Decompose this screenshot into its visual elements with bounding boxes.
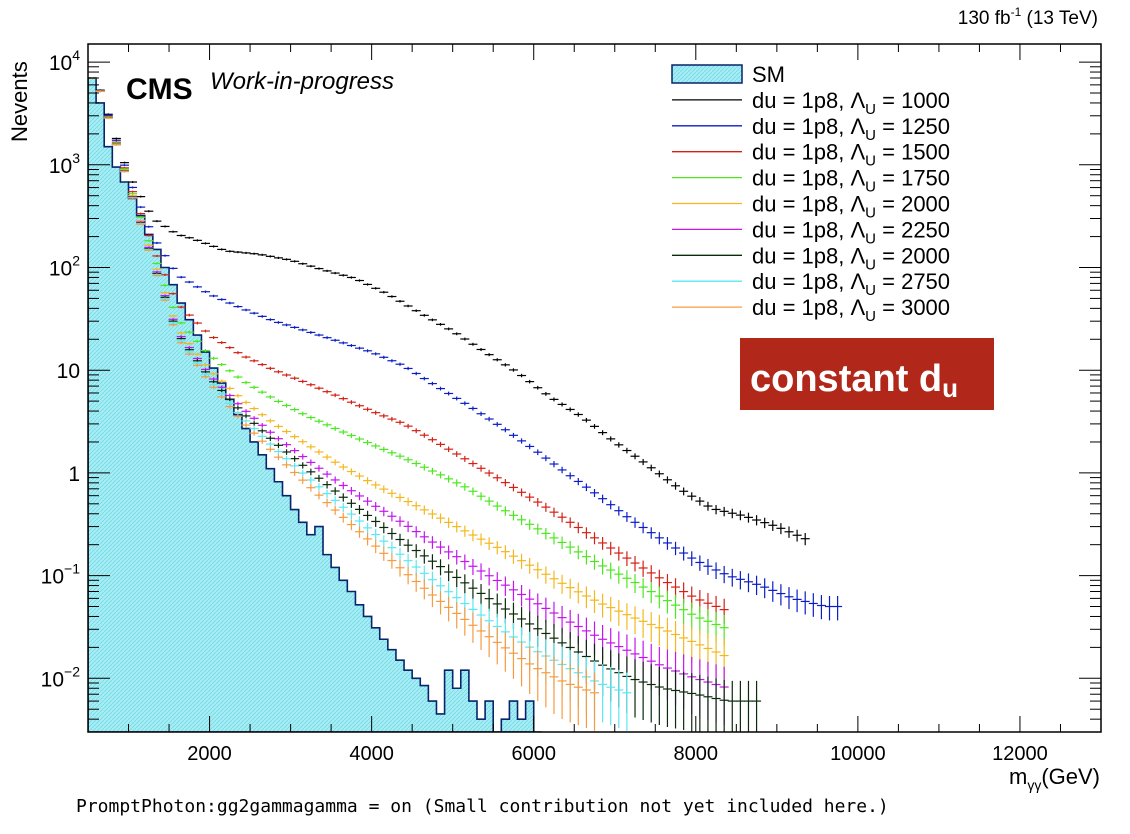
plot-frame (87, 43, 1102, 733)
x-tick-label: 8000 (674, 743, 719, 765)
legend-label-9: du = 1p8, ΛU = 3000 (752, 295, 950, 325)
legend-label-4: du = 1p8, ΛU = 1750 (752, 166, 950, 196)
constant-du-badge (740, 338, 994, 410)
x-tick-label: 2000 (187, 743, 232, 765)
x-tick-label: 6000 (511, 743, 556, 765)
legend-label-1: du = 1p8, ΛU = 1000 (752, 88, 950, 118)
legend-label-7: du = 1p8, ΛU = 2000 (752, 243, 950, 273)
legend-label-8: du = 1p8, ΛU = 2750 (752, 269, 950, 299)
x-tick-label: 4000 (349, 743, 394, 765)
legend-label-3: du = 1p8, ΛU = 1500 (752, 140, 950, 170)
sm-histogram (88, 77, 542, 732)
x-tick-label: 12000 (992, 743, 1048, 765)
series-4 (88, 77, 729, 646)
y-tick-label: 10−2 (41, 663, 81, 691)
y-tick-label: 103 (49, 150, 80, 178)
y-tick-label: 104 (49, 47, 80, 75)
series-2 (88, 77, 843, 621)
lumi-label: 130 fb-1 (13 TeV) (958, 5, 1098, 29)
legend-label-6: du = 1p8, ΛU = 2250 (752, 217, 950, 247)
series-9 (88, 77, 599, 731)
legend-label-5: du = 1p8, ΛU = 2000 (752, 192, 950, 222)
legend-sm-label: SM (752, 62, 785, 87)
series-1 (88, 77, 810, 546)
x-tick-label: 10000 (830, 743, 886, 765)
series-5 (88, 77, 729, 683)
y-tick-label: 10−1 (41, 561, 81, 589)
footer-note: PromptPhoton:gg2gammagamma = on (Small c… (76, 796, 889, 817)
legend-label-2: du = 1p8, ΛU = 1250 (752, 114, 950, 144)
y-tick-label: 102 (49, 252, 80, 280)
y-axis-title: Nevents (7, 61, 32, 142)
y-tick-label: 1 (68, 463, 80, 486)
cms-label: CMS (126, 73, 193, 106)
work-in-progress-label: Work-in-progress (210, 68, 394, 95)
y-tick-label: 10 (57, 360, 80, 383)
legend-sm-swatch (671, 64, 743, 84)
x-axis-title: mγγ(GeV) (1009, 764, 1100, 793)
constant-du-badge-label: constant du (750, 358, 958, 403)
